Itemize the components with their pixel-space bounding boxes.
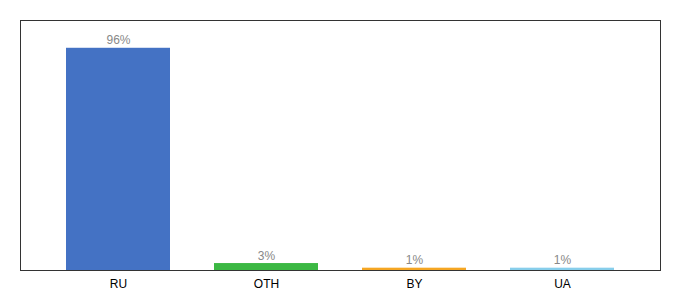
svg-text:3%: 3% xyxy=(258,249,276,263)
svg-text:RU: RU xyxy=(110,277,127,291)
svg-text:96%: 96% xyxy=(106,33,130,47)
svg-text:1%: 1% xyxy=(406,253,424,267)
svg-text:BY: BY xyxy=(406,277,422,291)
svg-text:UA: UA xyxy=(554,277,571,291)
svg-text:OTH: OTH xyxy=(254,277,279,291)
svg-text:1%: 1% xyxy=(554,253,572,267)
